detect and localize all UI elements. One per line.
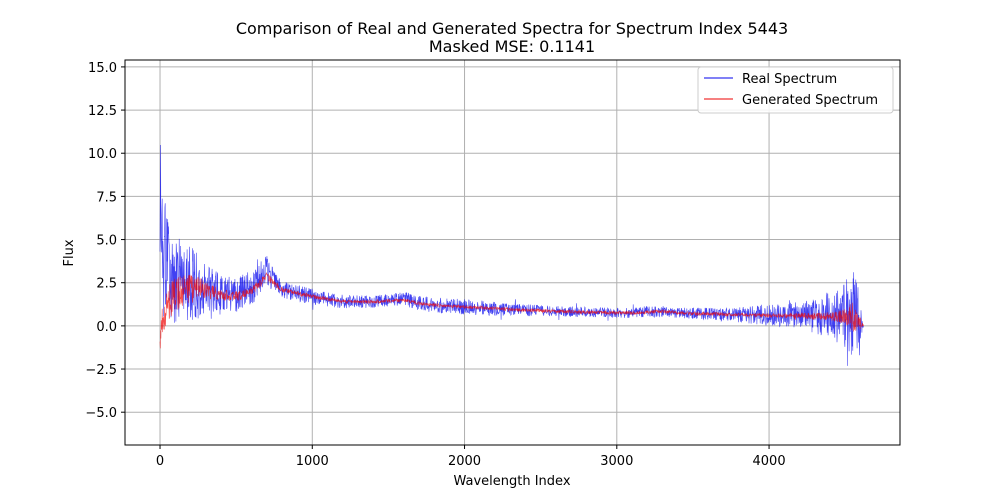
legend-label-real: Real Spectrum <box>742 72 837 87</box>
y-tick-label: 0.0 <box>96 320 117 335</box>
axis-ticks: 0 1000 2000 3000 4000 −5.0 −2.5 0.0 2.5 5.0 7.5 10.… <box>85 61 785 469</box>
y-tick-label: 12.5 <box>88 104 117 119</box>
y-tick-label: 15.0 <box>88 61 117 76</box>
x-axis-label: Wavelength Index <box>453 474 570 489</box>
y-axis-label: Flux <box>62 239 77 266</box>
x-tick-label: 4000 <box>753 454 786 469</box>
generated-spectrum-line <box>159 272 864 349</box>
x-tick-label: 1000 <box>296 454 329 469</box>
legend-box <box>697 66 894 114</box>
x-tick-label: 2000 <box>448 454 481 469</box>
chart-subtitle: Masked MSE: 0.1141 <box>429 37 595 56</box>
series-lines <box>159 144 864 366</box>
y-tick-label: 7.5 <box>96 190 117 205</box>
legend: Real Spectrum Generated Spectrum <box>697 66 894 114</box>
y-tick-label: −5.0 <box>85 406 117 421</box>
x-tick-label: 0 <box>156 454 164 469</box>
legend-label-generated: Generated Spectrum <box>742 93 878 108</box>
y-tick-label: 5.0 <box>96 234 117 249</box>
y-tick-label: −2.5 <box>85 363 117 378</box>
y-tick-label: 2.5 <box>96 277 117 292</box>
real-spectrum-line <box>159 144 864 366</box>
y-tick-label: 10.0 <box>88 147 117 162</box>
chart-title: Comparison of Real and Generated Spectra… <box>236 19 788 38</box>
grid-lines <box>125 60 900 445</box>
plot-area-frame <box>124 59 901 446</box>
x-tick-label: 3000 <box>600 454 633 469</box>
